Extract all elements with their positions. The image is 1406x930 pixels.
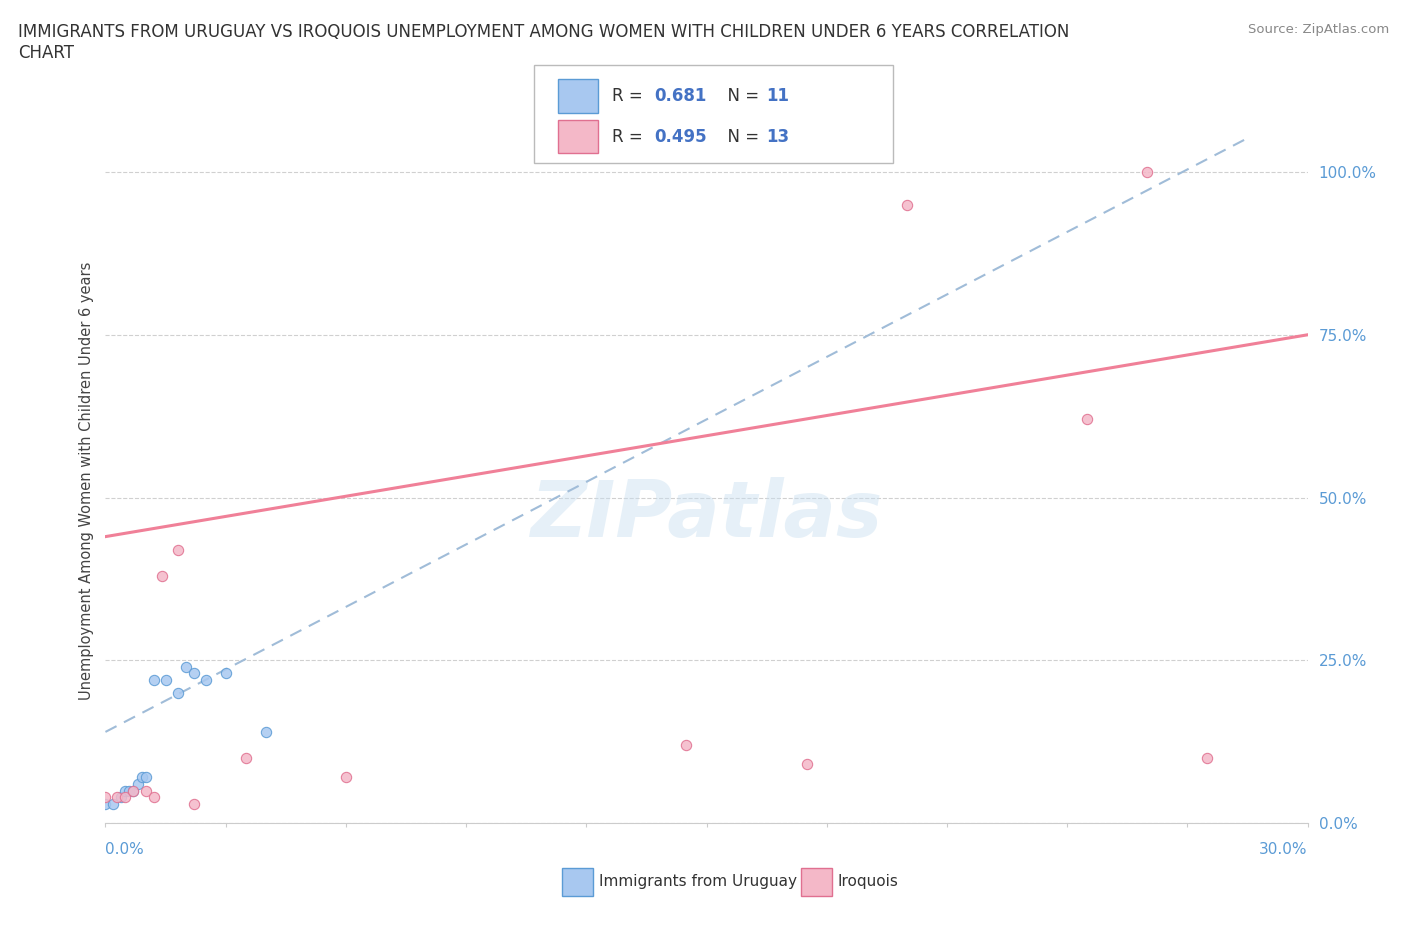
Point [107,790,129,804]
Point [118,783,141,798]
Point [114,790,136,804]
Text: 11: 11 [766,86,789,105]
Text: N =: N = [717,86,765,105]
Point [214,666,236,681]
Point [675,737,697,752]
Text: 0.0%: 0.0% [105,842,145,857]
Point [1076,412,1098,427]
Point [135,783,157,798]
Text: IMMIGRANTS FROM URUGUAY VS IROQUOIS UNEMPLOYMENT AMONG WOMEN WITH CHILDREN UNDER: IMMIGRANTS FROM URUGUAY VS IROQUOIS UNEM… [18,23,1070,62]
Point [194,672,217,687]
Point [114,783,136,798]
Point [127,777,149,791]
Point [131,770,153,785]
Text: N =: N = [717,127,765,146]
Text: 13: 13 [766,127,789,146]
Point [155,672,177,687]
Text: Iroquois: Iroquois [838,874,898,889]
Point [1136,165,1159,179]
Text: R =: R = [612,86,648,105]
Point [142,672,165,687]
Point [122,783,145,798]
Point [166,685,188,700]
Point [94,790,117,804]
Point [166,542,188,557]
Point [183,666,205,681]
Point [150,568,173,583]
Point [335,770,357,785]
Text: 0.681: 0.681 [654,86,706,105]
Text: R =: R = [612,127,648,146]
Point [183,796,205,811]
Y-axis label: Unemployment Among Women with Children Under 6 years: Unemployment Among Women with Children U… [79,262,94,700]
Point [110,790,132,804]
Point [122,783,145,798]
Text: 30.0%: 30.0% [1260,842,1308,857]
Point [235,751,257,765]
Point [135,770,157,785]
Point [94,796,117,811]
Point [1197,751,1219,765]
Point [103,796,125,811]
Text: ZIPatlas: ZIPatlas [530,477,883,553]
Point [896,197,918,212]
Text: 0.495: 0.495 [654,127,706,146]
Point [174,659,197,674]
Point [254,724,277,739]
Text: Source: ZipAtlas.com: Source: ZipAtlas.com [1249,23,1389,36]
Text: Immigrants from Uruguay: Immigrants from Uruguay [599,874,797,889]
Point [796,757,818,772]
Point [142,790,165,804]
